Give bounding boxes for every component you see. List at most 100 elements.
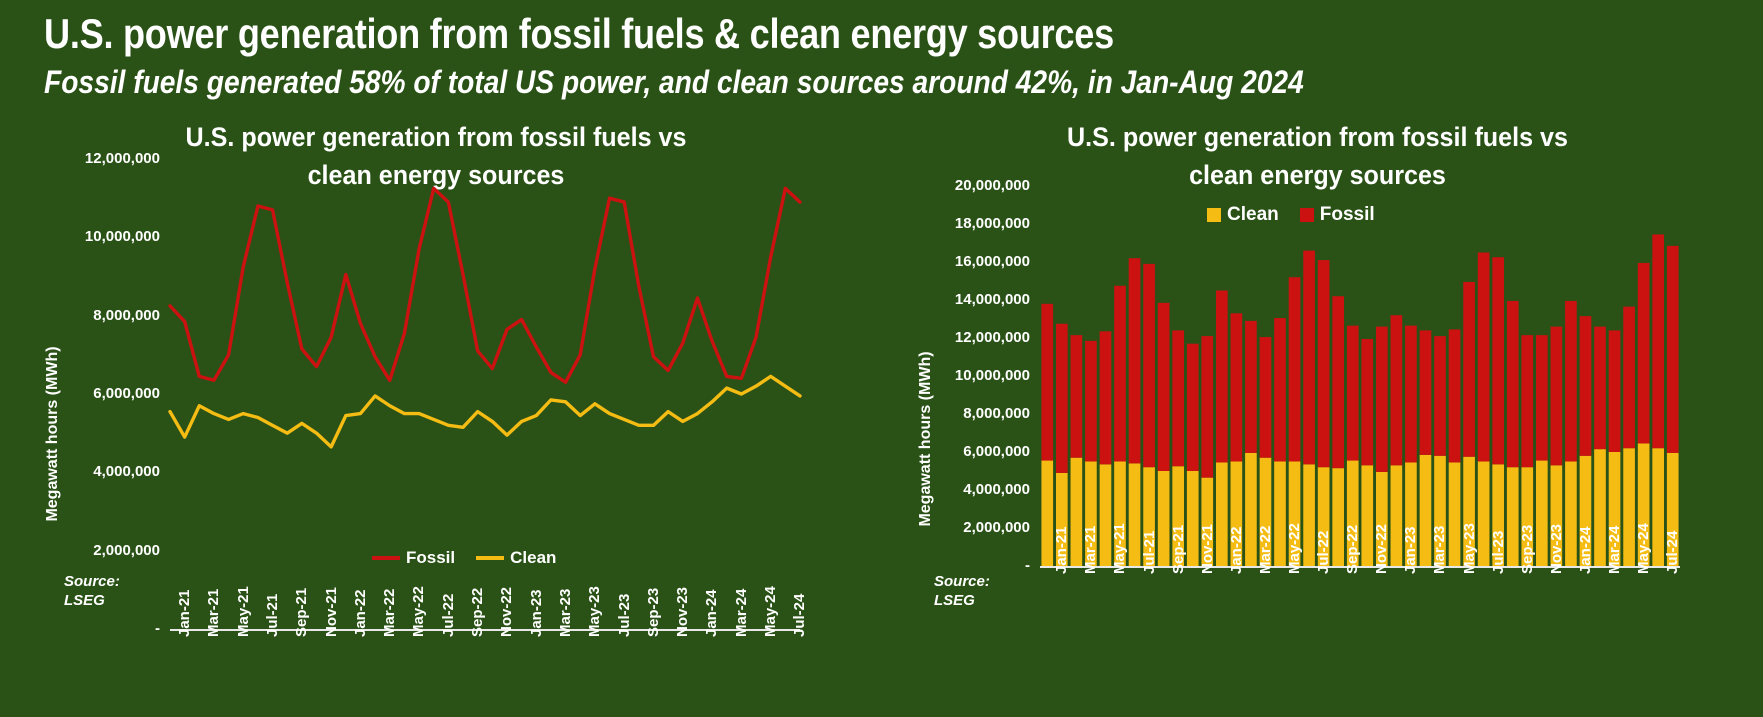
- bar-segment-clean: [1201, 477, 1214, 566]
- y-tick-label: 18,000,000: [954, 215, 1030, 232]
- right-chart-legend: Clean Fossil: [1207, 204, 1389, 226]
- right-chart-title-line2: clean energy sources: [1189, 160, 1446, 190]
- bar-segment-clean: [1361, 465, 1374, 566]
- bar-segment-fossil: [1259, 337, 1272, 458]
- bar-segment-clean: [1666, 452, 1679, 566]
- bar-segment-clean: [1506, 467, 1519, 566]
- bar-segment-clean: [1637, 443, 1650, 566]
- bar-segment-clean: [1041, 460, 1054, 566]
- x-tick-label: Jul-22: [439, 593, 457, 637]
- bar-segment-fossil: [1419, 330, 1432, 455]
- bar-segment-fossil: [1114, 285, 1126, 462]
- bar-segment-fossil: [1099, 331, 1112, 465]
- bar-segment-clean: [1492, 464, 1504, 566]
- right-bar-plot: [1041, 234, 1679, 566]
- bar-segment-clean: [1085, 461, 1097, 566]
- bar-segment-clean: [1099, 464, 1112, 566]
- legend-label-fossil: Fossil: [1319, 204, 1375, 225]
- right-chart-title-line1: U.S. power generation from fossil fuels …: [1067, 122, 1568, 152]
- x-tick-label: Mar-24: [732, 588, 750, 637]
- bar-segment-clean: [1128, 463, 1141, 566]
- right-source-line1: Source:: [934, 573, 990, 590]
- bar-segment-fossil: [1143, 263, 1155, 468]
- bar-segment-clean: [1172, 466, 1184, 566]
- left-chart-legend: Fossil Clean: [372, 548, 570, 568]
- bar-segment-fossil: [1070, 335, 1083, 458]
- bar-segment-fossil: [1157, 302, 1170, 471]
- bar-segment-clean: [1652, 448, 1664, 566]
- left-x-axis-line: [170, 629, 800, 631]
- left-chart-title-line2: clean energy sources: [307, 160, 565, 190]
- bar-segment-clean: [1070, 457, 1083, 566]
- y-tick-label: 12,000,000: [954, 329, 1030, 346]
- bar-segment-clean: [1463, 456, 1475, 566]
- bar-segment-clean: [1114, 461, 1126, 566]
- legend-item-fossil[interactable]: Fossil: [372, 548, 455, 568]
- left-source-note: Source: LSEG: [64, 572, 120, 610]
- x-tick-label: Sep-23: [1518, 524, 1536, 574]
- bar-segment-clean: [1579, 455, 1592, 566]
- x-tick-label: Jan-22: [351, 589, 369, 637]
- bar-segment-fossil: [1579, 316, 1592, 456]
- legend-item-clean[interactable]: Clean: [1207, 204, 1279, 226]
- y-tick-label: 10,000,000: [954, 367, 1030, 384]
- bar-segment-fossil: [1492, 257, 1504, 465]
- y-tick-label: 12,000,000: [84, 150, 160, 167]
- series-line-fossil: [170, 188, 800, 382]
- bar-segment-clean: [1390, 465, 1403, 566]
- x-tick-label: Mar-24: [1606, 525, 1623, 574]
- bar-segment-fossil: [1608, 330, 1621, 452]
- legend-item-clean[interactable]: Clean: [476, 548, 556, 568]
- x-tick-label: Nov-23: [1547, 523, 1565, 574]
- left-chart-title: U.S. power generation from fossil fuels …: [0, 118, 872, 194]
- bar-segment-clean: [1594, 449, 1606, 566]
- y-tick-label: 4,000,000: [963, 481, 1030, 498]
- bar-segment-clean: [1565, 461, 1577, 566]
- bar-segment-fossil: [1288, 277, 1301, 462]
- bar-segment-fossil: [1550, 326, 1563, 466]
- x-tick-label: Sep-21: [293, 587, 311, 637]
- bar-segment-fossil: [1245, 320, 1257, 453]
- bar-segment-fossil: [1434, 336, 1446, 456]
- fossil-box-swatch-icon: [1299, 208, 1314, 222]
- right-y-axis-label: Megawatt hours (MWh): [917, 351, 934, 527]
- bar-segment-fossil: [1652, 234, 1664, 449]
- bar-segment-clean: [1259, 457, 1272, 566]
- x-tick-label: Mar-23: [1431, 525, 1449, 574]
- x-tick-label: Jul-23: [1489, 530, 1507, 574]
- x-tick-label: Jul-21: [1140, 530, 1158, 574]
- x-tick-label: Jan-22: [1227, 526, 1245, 574]
- bar-segment-fossil: [1405, 325, 1417, 463]
- x-tick-label: Mar-22: [381, 588, 399, 637]
- bar-segment-fossil: [1230, 313, 1243, 462]
- bar-segment-fossil: [1361, 338, 1374, 466]
- bar-segment-fossil: [1056, 323, 1068, 473]
- bar-segment-fossil: [1565, 300, 1577, 462]
- legend-item-fossil[interactable]: Fossil: [1299, 204, 1375, 226]
- bar-segment-fossil: [1390, 315, 1403, 466]
- x-tick-label: Jan-23: [1402, 526, 1420, 574]
- bar-segment-fossil: [1623, 306, 1635, 449]
- x-tick-label: May-23: [586, 586, 604, 637]
- bar-segment-fossil: [1463, 281, 1475, 457]
- bar-segment-fossil: [1085, 340, 1097, 462]
- bar-segment-clean: [1448, 462, 1461, 566]
- x-tick-label: May-24: [1635, 523, 1653, 574]
- x-tick-label: May-21: [1111, 523, 1129, 574]
- bar-segment-clean: [1056, 472, 1068, 566]
- bar-segment-clean: [1157, 471, 1170, 566]
- y-tick-label: 4,000,000: [93, 463, 160, 481]
- y-tick-label: 8,000,000: [93, 306, 160, 324]
- bar-segment-clean: [1186, 471, 1199, 566]
- clean-line-swatch-icon: [476, 556, 505, 560]
- x-tick-label: Jan-24: [703, 589, 721, 637]
- fossil-line-swatch-icon: [372, 556, 400, 560]
- bar-segment-fossil: [1201, 336, 1214, 478]
- bar-segment-fossil: [1041, 303, 1054, 461]
- x-tick-label: Jul-22: [1315, 530, 1333, 574]
- bar-segment-clean: [1346, 460, 1359, 566]
- legend-label-fossil: Fossil: [406, 548, 456, 567]
- y-tick-label: -: [1025, 557, 1030, 574]
- x-tick-label: Nov-21: [322, 586, 340, 637]
- bar-segment-clean: [1332, 468, 1344, 566]
